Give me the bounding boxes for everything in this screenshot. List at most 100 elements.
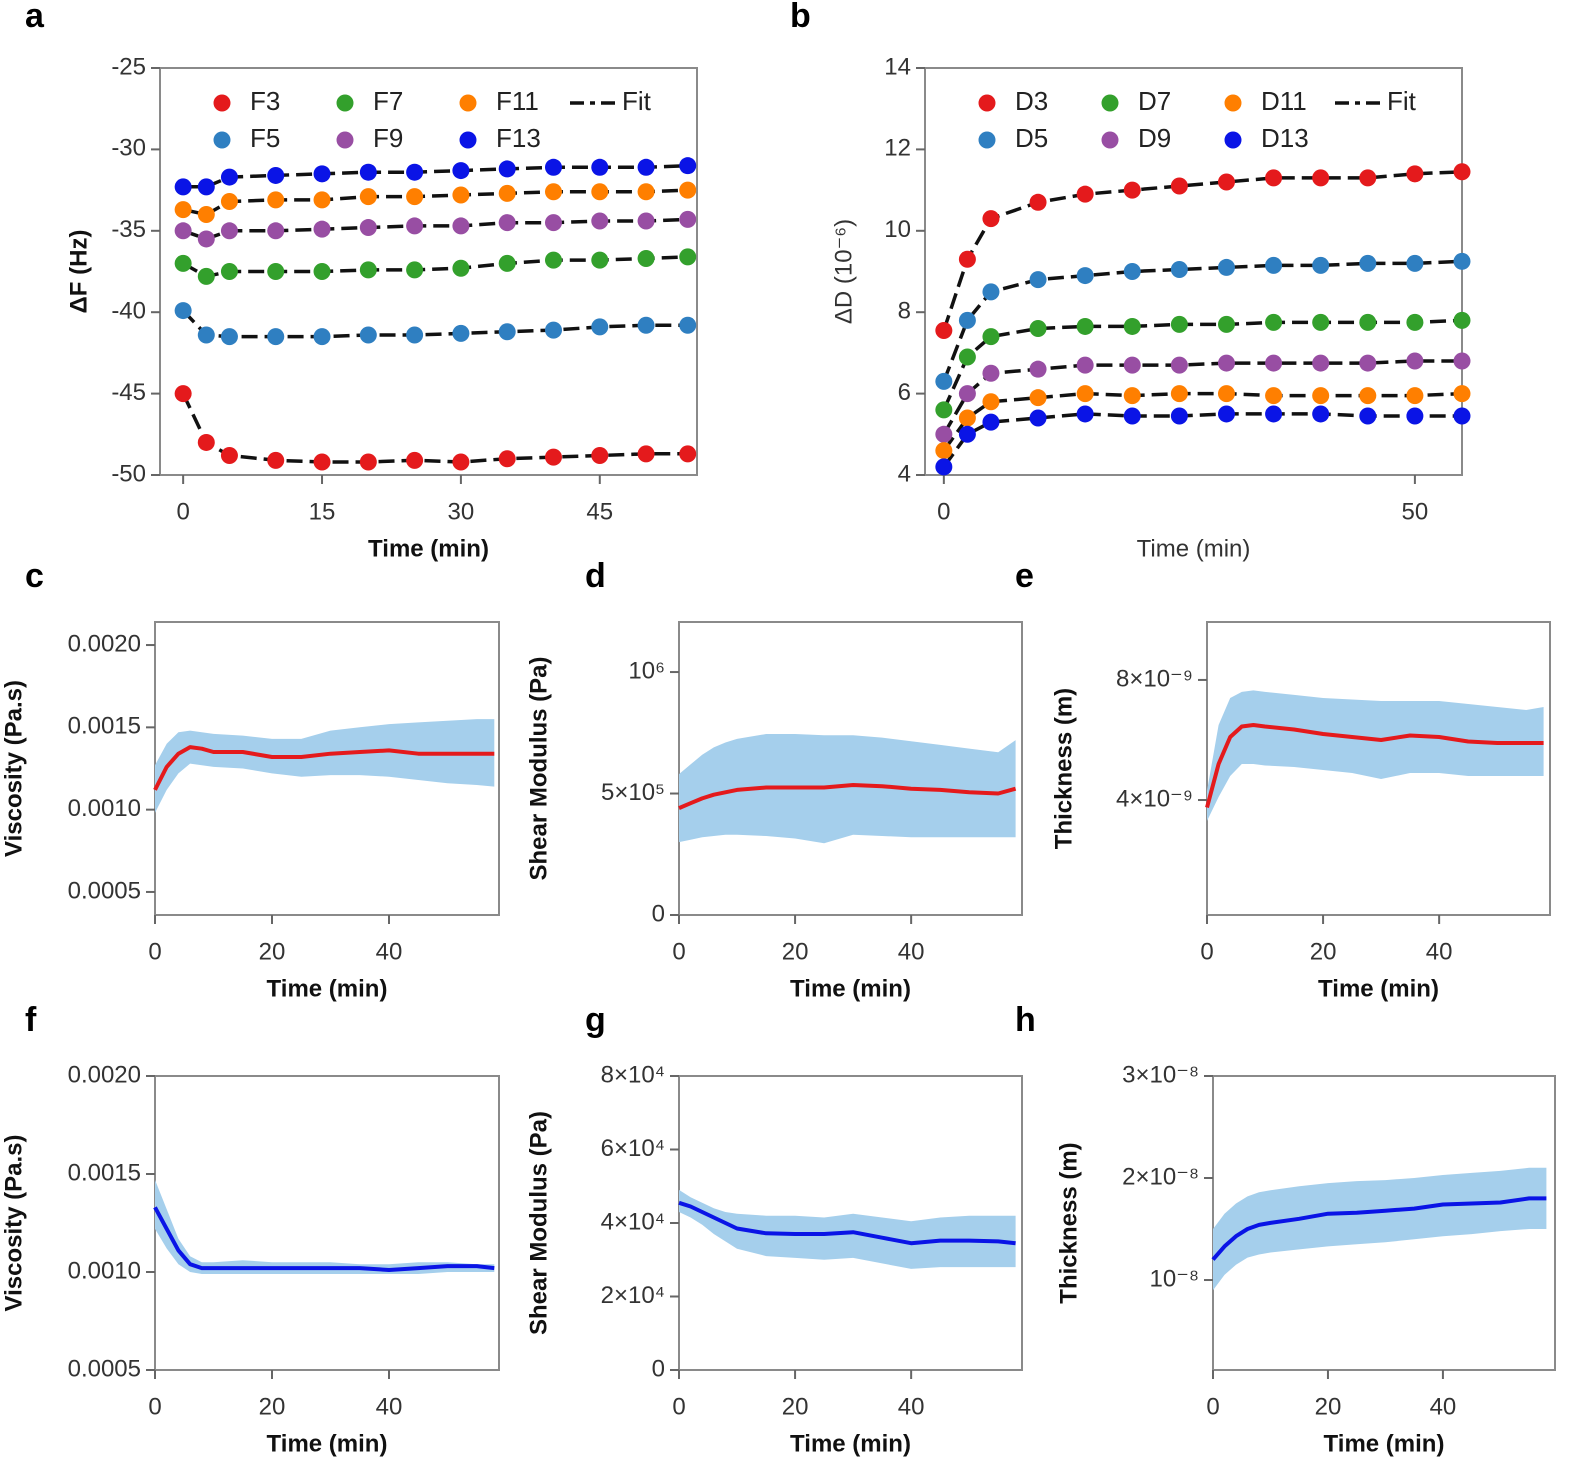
x-axis-label: Time (min) [368, 535, 489, 562]
y-tick-label: 0.0010 [68, 1257, 141, 1284]
x-tick-label: 0 [176, 498, 189, 525]
y-tick-label: 2×10⁻⁸ [1122, 1163, 1199, 1190]
fit-line [942, 412, 1462, 468]
legend-marker [978, 131, 996, 149]
x-tick-label: 20 [782, 938, 809, 965]
data-point [197, 326, 215, 344]
data-point [1029, 271, 1047, 289]
data-point [1453, 407, 1471, 425]
data-point [935, 442, 953, 460]
data-point [452, 162, 470, 180]
x-tick-label: 30 [448, 498, 475, 525]
x-tick-label: 40 [376, 938, 403, 965]
legend-label: D11 [1261, 86, 1307, 116]
error-band [679, 1189, 1016, 1269]
data-point [406, 261, 424, 279]
data-point [935, 425, 953, 443]
legend-marker [1101, 131, 1119, 149]
data-point [1029, 409, 1047, 427]
data-point [1076, 356, 1094, 374]
plot-frame [1206, 621, 1551, 916]
data-point [982, 364, 1000, 382]
data-point [313, 328, 331, 346]
data-point [958, 348, 976, 366]
data-point [1123, 181, 1141, 199]
legend-label: D5 [1015, 123, 1048, 153]
fit-line [182, 217, 688, 241]
data-point [1076, 185, 1094, 203]
data-point [267, 328, 285, 346]
x-tick-label: 20 [1310, 938, 1337, 965]
error-band [1213, 1167, 1547, 1291]
data-point [935, 372, 953, 390]
data-point [1217, 354, 1235, 372]
data-point [935, 322, 953, 340]
data-point [935, 401, 953, 419]
data-point [1265, 256, 1283, 274]
data-point [174, 178, 192, 196]
data-point [267, 166, 285, 184]
data-point [220, 222, 238, 240]
data-point [452, 324, 470, 342]
y-tick-label: 14 [884, 53, 911, 80]
panel-4: e 4×10⁻⁹ 8×10⁻⁹ 0 20 40 Time (min) Thickness (m… [1015, 557, 1551, 1002]
data-point [1170, 315, 1188, 333]
fit-line [183, 163, 688, 189]
y-tick-label: 6×10⁴ [601, 1135, 665, 1162]
x-tick-label: 0 [1206, 1393, 1219, 1420]
data-point [1312, 354, 1330, 372]
data-point [591, 251, 609, 269]
data-point [1359, 407, 1377, 425]
panel-3: d 0 5×10⁵ 10⁶ 0 20 40 Time (min) Shear Modulus (… [525, 557, 1023, 1002]
data-point [1406, 313, 1424, 331]
legend-label: F9 [373, 123, 403, 153]
x-tick-label: 0 [148, 938, 161, 965]
data-point [1312, 169, 1330, 187]
data-point [637, 316, 655, 334]
data-point [637, 158, 655, 176]
panel-2: c 0.0020 0.0015 0.0010 0.0005 0 20 40 Time (min)… [0, 557, 500, 1002]
x-tick-label: 20 [782, 1393, 809, 1420]
data-point [359, 163, 377, 181]
data-point [220, 168, 238, 186]
data-point [1265, 405, 1283, 423]
data-point [1406, 352, 1424, 370]
plot-frame [1212, 1075, 1556, 1371]
legend-label: F11 [496, 86, 539, 116]
data-point [958, 385, 976, 403]
data-point [197, 230, 215, 248]
data-point [958, 311, 976, 329]
y-axis-label: Shear Modulus (Pa) [525, 1111, 552, 1335]
data-point [452, 186, 470, 204]
legend-marker [213, 131, 231, 149]
x-tick-label: 0 [937, 498, 950, 525]
plot-frame [924, 67, 1463, 476]
data-line [678, 783, 1017, 810]
fit-line [181, 309, 688, 339]
data-point [637, 183, 655, 201]
fit-line [942, 170, 1463, 332]
y-axis-label: Thickness (m) [1055, 1142, 1082, 1303]
data-point [359, 219, 377, 237]
data-point [220, 263, 238, 280]
panel-5: f 0.0020 0.0015 0.0010 0.0005 0 20 40 Time (min)… [0, 1001, 500, 1457]
data-point [1217, 405, 1235, 423]
x-tick-label: 15 [309, 498, 336, 525]
x-tick-label: 50 [1402, 498, 1429, 525]
data-point [1453, 311, 1471, 329]
data-point [1076, 385, 1094, 403]
data-point [498, 323, 516, 341]
x-tick-label: 40 [1426, 938, 1453, 965]
data-point [679, 316, 697, 334]
x-tick-label: 20 [1315, 1393, 1342, 1420]
y-axis-label: Viscosity (Pa.s) [0, 1135, 27, 1312]
data-point [313, 220, 331, 238]
data-point [1217, 385, 1235, 403]
data-line [1205, 723, 1544, 809]
y-tick-label: 10⁶ [628, 657, 665, 684]
data-point [1170, 177, 1188, 195]
panel-label: e [1015, 557, 1034, 595]
legend-marker [1224, 131, 1242, 149]
data-point [591, 158, 609, 176]
y-tick-label: 4 [898, 460, 911, 487]
